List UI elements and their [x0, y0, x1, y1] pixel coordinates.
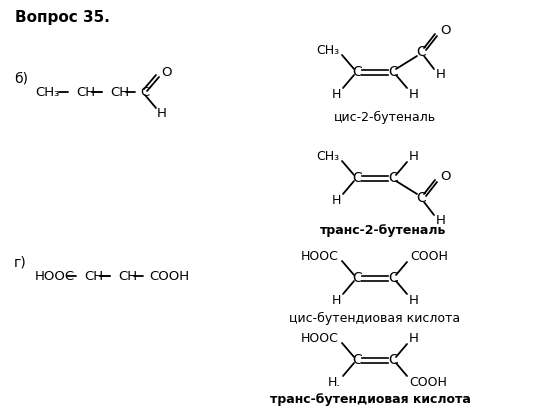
- Text: C: C: [352, 353, 362, 367]
- Text: CH₃: CH₃: [35, 86, 59, 98]
- Text: H: H: [409, 87, 419, 101]
- Text: C: C: [388, 271, 398, 285]
- Text: цис-бутендиовая кислота: цис-бутендиовая кислота: [289, 311, 460, 325]
- Text: CH: CH: [110, 86, 129, 98]
- Text: CH₃: CH₃: [316, 44, 339, 56]
- Text: C: C: [416, 45, 426, 59]
- Text: C: C: [140, 86, 149, 98]
- Text: COOH: COOH: [149, 269, 189, 283]
- Text: H: H: [436, 68, 446, 80]
- Text: H: H: [332, 293, 341, 307]
- Text: COOH: COOH: [409, 375, 447, 389]
- Text: H: H: [157, 106, 167, 119]
- Text: CH: CH: [118, 269, 137, 283]
- Text: O: O: [440, 169, 450, 183]
- Text: цис-2-бутеналь: цис-2-бутеналь: [334, 110, 436, 124]
- Text: транс-бутендиовая кислота: транс-бутендиовая кислота: [270, 393, 470, 407]
- Text: C: C: [388, 65, 398, 79]
- Text: HOOC: HOOC: [301, 250, 339, 262]
- Text: C: C: [352, 271, 362, 285]
- Text: H: H: [436, 213, 446, 227]
- Text: C: C: [388, 171, 398, 185]
- Text: б): б): [14, 71, 28, 85]
- Text: HOOC: HOOC: [301, 332, 339, 344]
- Text: Вопрос 35.: Вопрос 35.: [15, 9, 110, 24]
- Text: H: H: [332, 87, 341, 101]
- Text: H: H: [409, 293, 419, 307]
- Text: H: H: [409, 332, 419, 344]
- Text: COOH: COOH: [410, 250, 448, 262]
- Text: CH: CH: [76, 86, 95, 98]
- Text: г): г): [14, 255, 27, 269]
- Text: H: H: [332, 194, 341, 206]
- Text: O: O: [440, 23, 450, 37]
- Text: CH: CH: [84, 269, 103, 283]
- Text: H.: H.: [328, 375, 341, 389]
- Text: O: O: [161, 66, 172, 79]
- Text: C: C: [388, 353, 398, 367]
- Text: C: C: [352, 171, 362, 185]
- Text: H: H: [409, 150, 419, 162]
- Text: транс-2-бутеналь: транс-2-бутеналь: [320, 223, 446, 236]
- Text: C: C: [416, 191, 426, 205]
- Text: C: C: [352, 65, 362, 79]
- Text: CH₃: CH₃: [316, 150, 339, 162]
- Text: HOOC: HOOC: [35, 269, 75, 283]
